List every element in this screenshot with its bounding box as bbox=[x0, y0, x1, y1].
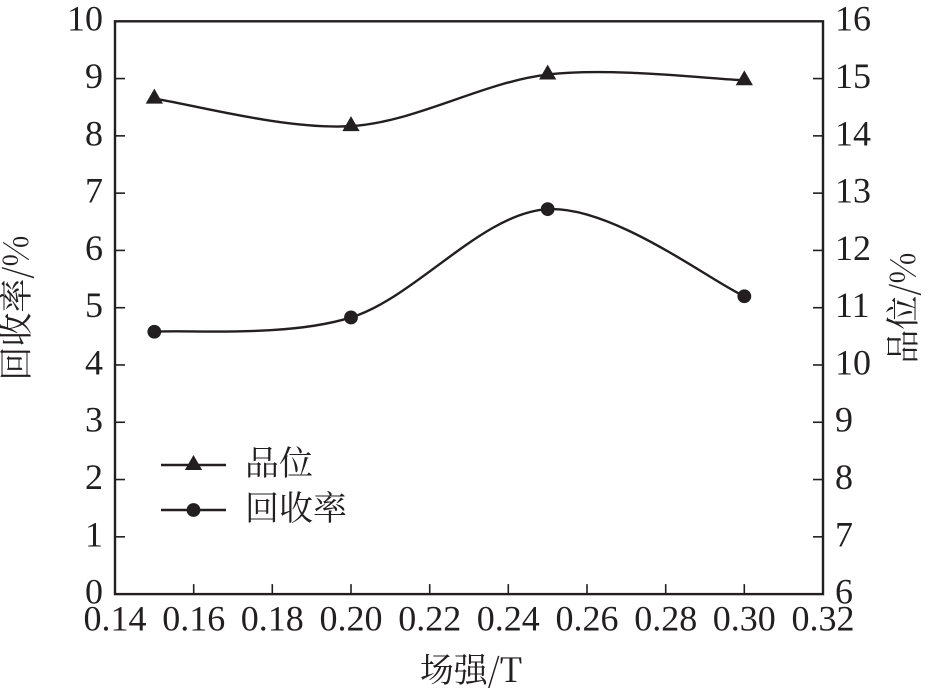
svg-text:场强/T: 场强/T bbox=[420, 643, 522, 692]
svg-text:9: 9 bbox=[85, 56, 103, 96]
svg-text:0.30: 0.30 bbox=[713, 599, 776, 639]
svg-text:回收率: 回收率 bbox=[245, 481, 347, 530]
svg-text:5: 5 bbox=[85, 285, 103, 325]
svg-text:0.16: 0.16 bbox=[162, 599, 225, 639]
svg-text:0.26: 0.26 bbox=[556, 599, 619, 639]
svg-text:0.24: 0.24 bbox=[477, 599, 540, 639]
svg-text:3: 3 bbox=[85, 400, 103, 440]
svg-text:0: 0 bbox=[85, 572, 103, 612]
svg-text:6: 6 bbox=[835, 572, 853, 612]
svg-text:10: 10 bbox=[67, 0, 103, 39]
svg-text:12: 12 bbox=[835, 228, 871, 268]
svg-text:品位: 品位 bbox=[245, 436, 313, 485]
svg-text:6: 6 bbox=[85, 228, 103, 268]
svg-text:0.20: 0.20 bbox=[320, 599, 383, 639]
svg-text:2: 2 bbox=[85, 457, 103, 497]
svg-text:品位/%: 品位/% bbox=[876, 252, 925, 363]
svg-text:10: 10 bbox=[835, 342, 871, 382]
svg-text:15: 15 bbox=[835, 56, 871, 96]
svg-text:14: 14 bbox=[835, 113, 871, 153]
svg-text:8: 8 bbox=[85, 113, 103, 153]
svg-text:回收率/%: 回收率/% bbox=[0, 235, 38, 380]
svg-text:13: 13 bbox=[835, 171, 871, 211]
svg-text:7: 7 bbox=[85, 171, 103, 211]
svg-text:4: 4 bbox=[85, 342, 103, 382]
svg-text:1: 1 bbox=[85, 514, 103, 554]
svg-text:0.22: 0.22 bbox=[398, 599, 461, 639]
svg-text:8: 8 bbox=[835, 457, 853, 497]
svg-text:0.28: 0.28 bbox=[634, 599, 697, 639]
svg-text:9: 9 bbox=[835, 400, 853, 440]
svg-text:0.18: 0.18 bbox=[241, 599, 304, 639]
svg-text:16: 16 bbox=[835, 0, 871, 39]
svg-text:7: 7 bbox=[835, 514, 853, 554]
svg-text:11: 11 bbox=[835, 285, 870, 325]
